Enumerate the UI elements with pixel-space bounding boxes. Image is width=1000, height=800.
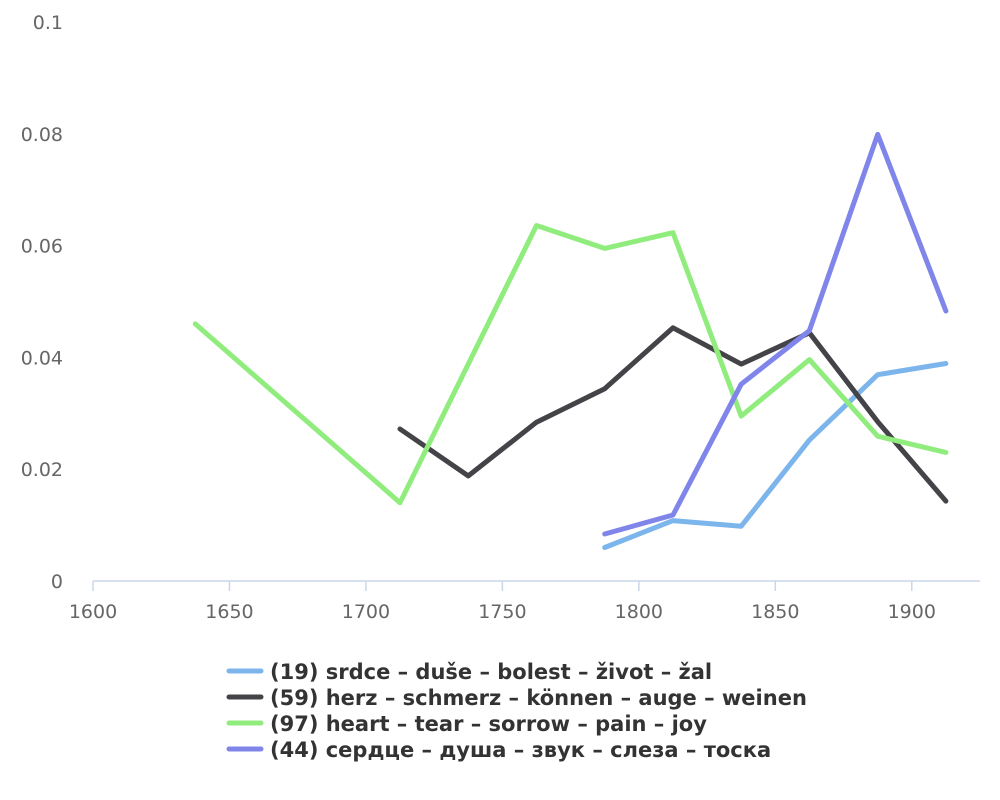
y-axis-tick-labels: 0 0.02 0.04 0.06 0.08 0.1 (21, 12, 63, 593)
legend-item[interactable]: (19) srdce – duše – bolest – život – žal (226, 660, 712, 684)
y-tick-label: 0.02 (21, 459, 63, 481)
x-tick-label: 1750 (478, 601, 526, 623)
x-tick-label: 1700 (342, 601, 390, 623)
legend-label: (59) herz – schmerz – können – auge – we… (270, 686, 807, 710)
series-line-4[interactable] (602, 131, 949, 537)
legend-item[interactable]: (44) сердце – душа – звук – слеза – тоск… (226, 738, 771, 762)
series-line-2[interactable] (397, 325, 949, 504)
plot-series (192, 131, 949, 550)
y-tick-label: 0.08 (21, 124, 63, 146)
series-line-1[interactable] (602, 361, 949, 550)
x-axis-ticks: 1600 1650 1700 1750 1800 1850 1900 (69, 581, 936, 623)
x-tick-label: 1650 (205, 601, 253, 623)
y-tick-label: 0.04 (21, 347, 63, 369)
x-tick-label: 1600 (69, 601, 117, 623)
y-tick-label: 0.1 (33, 12, 63, 34)
x-tick-label: 1850 (751, 601, 799, 623)
legend-item[interactable]: (97) heart – tear – sorrow – pain – joy (226, 712, 707, 736)
legend-item[interactable]: (59) herz – schmerz – können – auge – we… (226, 686, 807, 710)
legend-label: (44) сердце – душа – звук – слеза – тоск… (270, 738, 771, 762)
x-tick-label: 1800 (615, 601, 663, 623)
legend[interactable]: (19) srdce – duše – bolest – život – žal… (226, 660, 807, 762)
series-line-3[interactable] (192, 223, 949, 506)
legend-label: (19) srdce – duše – bolest – život – žal (270, 660, 712, 684)
y-tick-label: 0.06 (21, 236, 63, 258)
x-tick-label: 1900 (888, 601, 936, 623)
legend-label: (97) heart – tear – sorrow – pain – joy (270, 712, 707, 736)
x-axis: 1600 1650 1700 1750 1800 1850 1900 (69, 580, 980, 623)
y-tick-label: 0 (51, 571, 63, 593)
